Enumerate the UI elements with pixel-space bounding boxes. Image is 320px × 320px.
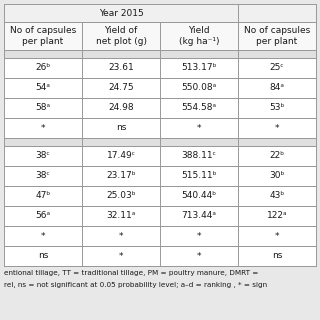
Text: 26ᵇ: 26ᵇ	[36, 63, 51, 73]
Text: 713.44ᵃ: 713.44ᵃ	[181, 212, 217, 220]
Text: 54ᵃ: 54ᵃ	[36, 84, 51, 92]
Text: 550.08ᵃ: 550.08ᵃ	[181, 84, 217, 92]
Text: 24.98: 24.98	[108, 103, 134, 113]
Text: 38ᶜ: 38ᶜ	[36, 151, 50, 161]
Text: rel, ns = not significant at 0.05 probability level; a–d = ranking , * = sign: rel, ns = not significant at 0.05 probab…	[4, 282, 267, 288]
Text: No of capsules
per plant: No of capsules per plant	[244, 26, 310, 46]
Text: *: *	[275, 231, 279, 241]
Text: 47ᵇ: 47ᵇ	[36, 191, 51, 201]
Text: 23.17ᵇ: 23.17ᵇ	[106, 172, 136, 180]
Text: *: *	[197, 252, 201, 260]
Text: *: *	[41, 231, 45, 241]
Text: 22ᵇ: 22ᵇ	[269, 151, 284, 161]
Text: *: *	[275, 124, 279, 132]
Text: Year 2015: Year 2015	[99, 9, 143, 18]
Text: Yield of
net plot (g): Yield of net plot (g)	[95, 26, 147, 46]
Text: *: *	[197, 124, 201, 132]
Text: 84ᵃ: 84ᵃ	[269, 84, 284, 92]
Text: 53ᵇ: 53ᵇ	[269, 103, 285, 113]
Text: 58ᵃ: 58ᵃ	[36, 103, 51, 113]
Text: 25.03ᵇ: 25.03ᵇ	[106, 191, 136, 201]
Bar	[4, 4, 316, 266]
Bar	[4, 4, 316, 22]
Text: ns: ns	[38, 252, 48, 260]
Text: 38ᶜ: 38ᶜ	[36, 172, 50, 180]
Text: No of capsules
per plant: No of capsules per plant	[10, 26, 76, 46]
Text: 515.11ᵇ: 515.11ᵇ	[181, 172, 217, 180]
Text: 23.61: 23.61	[108, 63, 134, 73]
Text: 122ᵃ: 122ᵃ	[267, 212, 287, 220]
Text: Yield
(kg ha⁻¹): Yield (kg ha⁻¹)	[179, 26, 219, 46]
Text: *: *	[119, 252, 123, 260]
Text: 30ᵇ: 30ᵇ	[269, 172, 285, 180]
Text: ns: ns	[272, 252, 282, 260]
Text: 540.44ᵇ: 540.44ᵇ	[181, 191, 217, 201]
Text: 24.75: 24.75	[108, 84, 134, 92]
Text: *: *	[41, 124, 45, 132]
Bar	[4, 138, 316, 146]
Text: 56ᵃ: 56ᵃ	[36, 212, 51, 220]
Text: 554.58ᵃ: 554.58ᵃ	[181, 103, 217, 113]
Text: *: *	[197, 231, 201, 241]
Text: ns: ns	[116, 124, 126, 132]
Text: 513.17ᵇ: 513.17ᵇ	[181, 63, 217, 73]
Text: 17.49ᶜ: 17.49ᶜ	[107, 151, 135, 161]
Text: 32.11ᵃ: 32.11ᵃ	[106, 212, 136, 220]
Bar	[4, 22, 316, 50]
Text: *: *	[119, 231, 123, 241]
Bar	[4, 50, 316, 58]
Text: 388.11ᶜ: 388.11ᶜ	[181, 151, 216, 161]
Text: 43ᵇ: 43ᵇ	[269, 191, 284, 201]
Text: 25ᶜ: 25ᶜ	[270, 63, 284, 73]
Text: entional tillage, TT = traditional tillage, PM = poultry manure, DMRT =: entional tillage, TT = traditional tilla…	[4, 270, 258, 276]
